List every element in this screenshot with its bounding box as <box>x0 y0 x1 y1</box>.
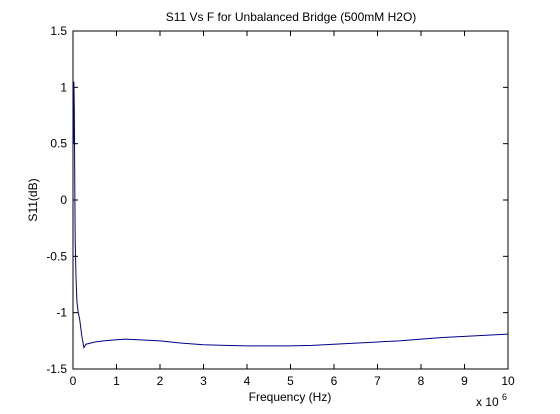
x-tick-label: 3 <box>200 374 207 388</box>
axis-ticks <box>72 30 509 370</box>
chart-title: S11 Vs F for Unbalanced Bridge (500mM H2… <box>166 10 417 24</box>
axis-tick-labels: 0 1 2 3 4 5 6 7 8 9 10 -1.5 -1 -0.5 0 0.5 1 1.5 <box>46 24 515 388</box>
y-tick-label: -1 <box>56 306 67 320</box>
x-axis-multiplier-exponent: 6 <box>502 392 507 402</box>
y-tick-label: -0.5 <box>46 249 67 263</box>
x-tick-label: 7 <box>374 374 381 388</box>
y-tick-label: 0 <box>60 193 67 207</box>
y-tick-label: 0.5 <box>50 137 67 151</box>
x-axis-multiplier-base: x 10 <box>476 395 499 409</box>
x-tick-label: 2 <box>157 374 164 388</box>
x-tick-label: 8 <box>418 374 425 388</box>
x-tick-label: 0 <box>70 374 77 388</box>
x-axis-label: Frequency (Hz) <box>249 390 332 404</box>
y-tick-label: -1.5 <box>46 362 67 376</box>
x-tick-label: 10 <box>501 374 515 388</box>
y-axis-label: S11(dB) <box>26 178 40 221</box>
x-axis-multiplier: x 10 6 <box>476 392 507 409</box>
x-tick-label: 1 <box>113 374 120 388</box>
x-tick-label: 5 <box>287 374 294 388</box>
x-tick-label: 9 <box>461 374 468 388</box>
x-tick-label: 4 <box>244 374 251 388</box>
y-tick-label: 1.5 <box>50 24 67 38</box>
series-line <box>72 81 509 349</box>
plot-frame <box>72 30 509 370</box>
y-tick-label: 1 <box>60 80 67 94</box>
x-tick-label: 6 <box>331 374 338 388</box>
